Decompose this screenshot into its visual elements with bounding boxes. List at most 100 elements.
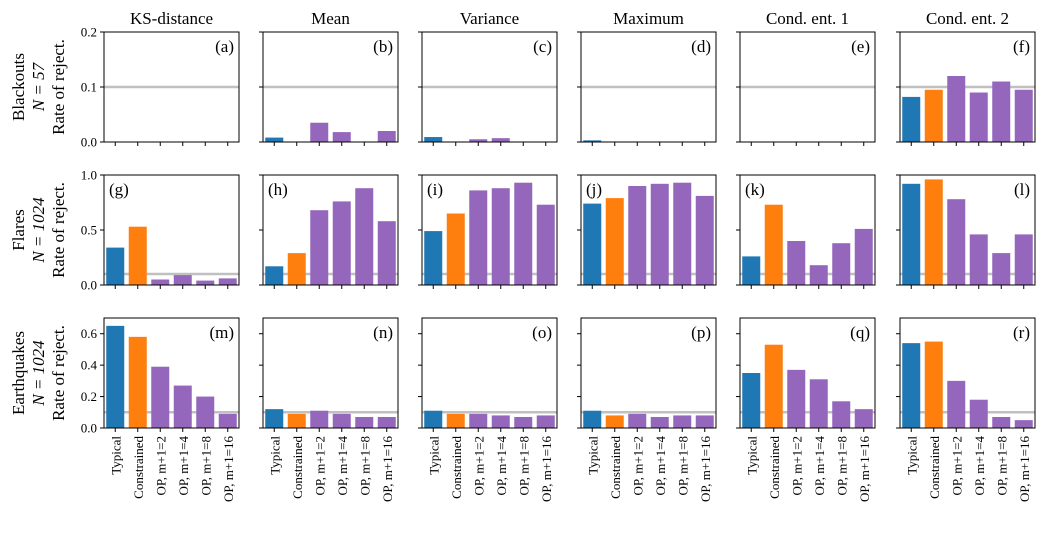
- category-label: OP, m+1=8: [834, 436, 849, 495]
- y-tick-label: 0.1: [81, 80, 97, 95]
- category-label: OP, m+1=4: [494, 436, 509, 496]
- bar: [491, 138, 510, 142]
- bar: [695, 415, 714, 428]
- bar: [310, 410, 329, 428]
- panel-letter: (i): [427, 180, 443, 199]
- row-sample-size: N = 1024: [29, 197, 48, 264]
- panel-letter: (o): [532, 323, 552, 342]
- panel-letter: (m): [209, 323, 234, 342]
- panel-letter: (r): [1013, 323, 1030, 342]
- panel: (i): [418, 174, 558, 289]
- panel: (b): [259, 31, 399, 146]
- bar: [787, 241, 806, 285]
- bar: [491, 415, 510, 428]
- category-label: Typical: [585, 436, 600, 475]
- bar: [924, 179, 943, 285]
- bar: [332, 132, 351, 142]
- bar: [673, 415, 692, 428]
- panel: Typical Constrained OP, m+1=2 OP, m+1=4 OP, …: [418, 317, 558, 502]
- bar: [742, 373, 761, 428]
- bar: [218, 413, 237, 428]
- bar: [469, 139, 488, 142]
- bar: [787, 369, 806, 428]
- y-axis-label: Rate of reject.: [49, 182, 68, 278]
- panel-letter: (h): [268, 180, 288, 199]
- bar: [128, 336, 147, 428]
- panel-letter: (l): [1014, 180, 1030, 199]
- bar: [809, 379, 828, 428]
- panel-letter: (f): [1013, 37, 1030, 56]
- bar: [355, 188, 374, 285]
- bar: [947, 76, 966, 142]
- category-label: Constrained: [767, 436, 782, 499]
- bar: [809, 265, 828, 285]
- bar: [583, 410, 602, 428]
- bar: [764, 204, 783, 285]
- bar: [628, 413, 647, 428]
- bar: [673, 182, 692, 285]
- bar: [536, 204, 555, 285]
- category-label: OP, m+1=16: [380, 436, 395, 502]
- column-title: Mean: [311, 9, 350, 28]
- y-tick-label: 0.0: [81, 278, 97, 293]
- bar: [902, 96, 921, 142]
- panel-letter: (b): [373, 37, 393, 56]
- category-label: OP, m+1=2: [789, 436, 804, 495]
- bar: [310, 122, 329, 142]
- column-title: Variance: [460, 9, 519, 28]
- panel: 0.0 0.2 0.4 0.6 Typical Constrained OP, m+1=2 O…: [81, 317, 240, 502]
- category-label: OP, m+1=8: [675, 436, 690, 495]
- bar: [173, 275, 192, 285]
- bar: [128, 226, 147, 285]
- bar: [151, 366, 170, 428]
- panel-letter: (q): [850, 323, 870, 342]
- panel-letter: (e): [851, 37, 870, 56]
- panel-frame: [421, 317, 558, 429]
- category-label: OP, m+1=2: [949, 436, 964, 495]
- bar: [106, 325, 125, 428]
- category-label: OP, m+1=8: [516, 436, 531, 495]
- y-tick-label: 1.0: [81, 168, 97, 183]
- bar: [1014, 234, 1033, 285]
- bar: [265, 409, 284, 428]
- bar: [1014, 420, 1033, 428]
- category-label: OP, m+1=8: [357, 436, 372, 495]
- category-label: Constrained: [131, 436, 146, 499]
- bar: [854, 409, 873, 428]
- bar: [287, 253, 306, 285]
- panel-frame: [899, 317, 1036, 429]
- category-label: Typical: [108, 436, 123, 475]
- bar: [196, 396, 215, 428]
- panel-letter: (n): [373, 323, 393, 342]
- panel-frame: [739, 317, 876, 429]
- panel-letter: (c): [533, 37, 552, 56]
- bar: [969, 234, 988, 285]
- bar: [924, 89, 943, 142]
- y-tick-label: 0.0: [81, 421, 97, 436]
- column-title: Cond. ent. 2: [926, 9, 1009, 28]
- panel-letter: (j): [586, 180, 602, 199]
- row-dataset-name: Earthquakes: [9, 331, 28, 415]
- category-label: OP, m+1=16: [221, 436, 236, 502]
- row-dataset-name: Flares: [9, 209, 28, 251]
- bar: [469, 413, 488, 428]
- category-label: Constrained: [290, 436, 305, 499]
- bar: [832, 243, 851, 285]
- category-label: OP, m+1=2: [153, 436, 168, 495]
- panel: Typical Constrained OP, m+1=2 OP, m+1=4 OP, …: [259, 317, 399, 502]
- bar: [491, 188, 510, 285]
- category-label: OP, m+1=2: [630, 436, 645, 495]
- bar: [832, 401, 851, 428]
- bar: [377, 131, 396, 142]
- panel: (e): [736, 31, 876, 146]
- category-label: OP, m+1=16: [857, 436, 872, 502]
- category-label: OP, m+1=4: [176, 436, 191, 496]
- bar: [446, 213, 465, 285]
- bar: [332, 413, 351, 428]
- bar: [924, 341, 943, 428]
- row-label: Flares N = 1024 Rate of reject.: [9, 182, 68, 278]
- category-label: Constrained: [927, 436, 942, 499]
- bar: [265, 266, 284, 285]
- category-label: OP, m+1=2: [312, 436, 327, 495]
